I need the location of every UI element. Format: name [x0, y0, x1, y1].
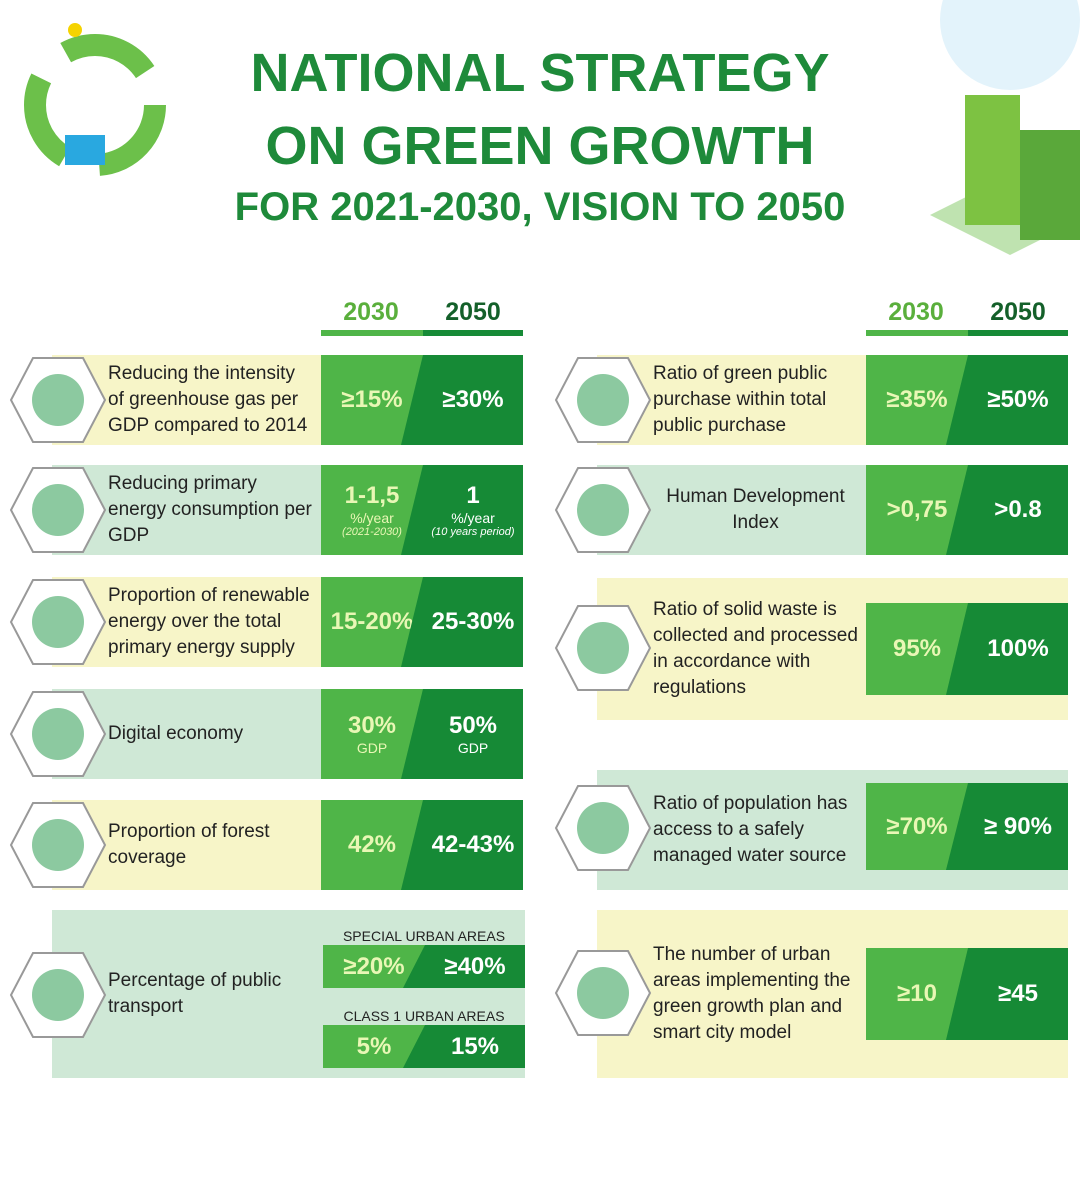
row-label: Proportion of renewable energy over the … — [108, 585, 310, 658]
value-cell: ≥40% — [403, 945, 525, 988]
column-header: 2050 — [445, 298, 501, 326]
row-label: Ratio of population has access to a safe… — [653, 793, 848, 866]
icon — [554, 467, 652, 553]
value-cell: 42-43% — [401, 800, 523, 890]
value-line: >0.8 — [994, 496, 1042, 523]
column-bar — [866, 330, 968, 336]
value-line: 50% — [448, 712, 498, 739]
icon — [554, 357, 652, 443]
value-line: ≥30% — [442, 386, 504, 413]
column-bar — [968, 330, 1068, 336]
value-line: (10 years period) — [431, 526, 515, 538]
value-line: 1-1,5 — [344, 482, 400, 509]
value-line: 95% — [892, 635, 942, 662]
value-line: GDP — [356, 740, 388, 756]
row-label: Reducing primary energy consumption per … — [108, 473, 312, 546]
value-line: >0,75 — [886, 496, 948, 523]
value-line: 42-43% — [431, 831, 515, 858]
value-cell: 25-30% — [401, 577, 523, 667]
value-line: ≥40% — [444, 952, 506, 980]
column-header: 2030 — [888, 298, 944, 326]
icon — [9, 691, 107, 777]
value-line: 100% — [987, 635, 1049, 662]
row-label: Ratio of solid waste is collected and pr… — [653, 599, 858, 698]
value-line: 15% — [450, 1032, 500, 1060]
value-line: ≥ 90% — [984, 812, 1052, 840]
row-label: Proportion of forest coverage — [108, 821, 270, 868]
value-cell: 100% — [946, 603, 1068, 695]
row-label: The number of urban areas implementing t… — [653, 944, 851, 1043]
row-label: Digital economy — [108, 723, 244, 744]
value-line: ≥10 — [897, 980, 937, 1007]
value-line: 5% — [356, 1032, 392, 1060]
value-line: ≥35% — [886, 386, 948, 413]
value-line: 1 — [466, 482, 480, 509]
row-label: Reducing the intensity of greenhouse gas… — [108, 363, 308, 436]
value-cell: 1-1,5 %/year (2021-2030) — [321, 465, 423, 555]
icon — [554, 950, 652, 1036]
value-line: ≥50% — [987, 386, 1049, 413]
value-line: 15-20% — [330, 608, 414, 635]
title: ON GREEN GROWTH — [265, 116, 815, 176]
column-bar — [321, 330, 423, 336]
column-header: 2030 — [343, 298, 399, 326]
value-line: (2021-2030) — [342, 526, 402, 538]
icon — [554, 605, 652, 691]
value-cell: 15% — [403, 1025, 525, 1068]
value-cell: ≥50% — [946, 355, 1068, 445]
value-line: %/year — [350, 510, 394, 526]
value-line: ≥20% — [343, 952, 405, 980]
value-line: ≥70% — [886, 812, 948, 840]
value-line: ≥45 — [998, 980, 1038, 1007]
value-cell: 50% GDP — [401, 689, 523, 779]
column-bar — [423, 330, 523, 336]
value-line: 30% — [347, 712, 397, 739]
row-label: Percentage of public transport — [108, 970, 282, 1017]
group-label: CLASS 1 URBAN AREAS — [343, 1008, 505, 1024]
icon — [9, 579, 107, 665]
icon — [554, 785, 652, 871]
icon — [9, 467, 107, 553]
recycle-icon — [24, 23, 166, 176]
subtitle: FOR 2021-2030, VISION TO 2050 — [234, 185, 846, 229]
row-label: Ratio of green public purchase within to… — [653, 363, 828, 436]
value-line: 42% — [347, 831, 397, 858]
icon — [9, 357, 107, 443]
title: NATIONAL STRATEGY — [250, 43, 830, 103]
value-cell: ≥30% — [401, 355, 523, 445]
value-line: ≥15% — [341, 386, 403, 413]
column-header: 2050 — [990, 298, 1046, 326]
icon — [9, 952, 107, 1038]
group-label: SPECIAL URBAN AREAS — [342, 928, 506, 944]
row-label: Human Development Index — [666, 486, 845, 533]
value-cell: ≥ 90% — [946, 783, 1068, 870]
value-line: GDP — [457, 740, 489, 756]
icon — [9, 802, 107, 888]
value-line: 25-30% — [431, 608, 515, 635]
value-line: %/year — [451, 510, 495, 526]
building-icon — [930, 0, 1080, 255]
value-cell: >0.8 — [946, 465, 1068, 555]
value-cell: 1 %/year (10 years period) — [401, 465, 523, 555]
value-cell: ≥45 — [946, 948, 1068, 1040]
